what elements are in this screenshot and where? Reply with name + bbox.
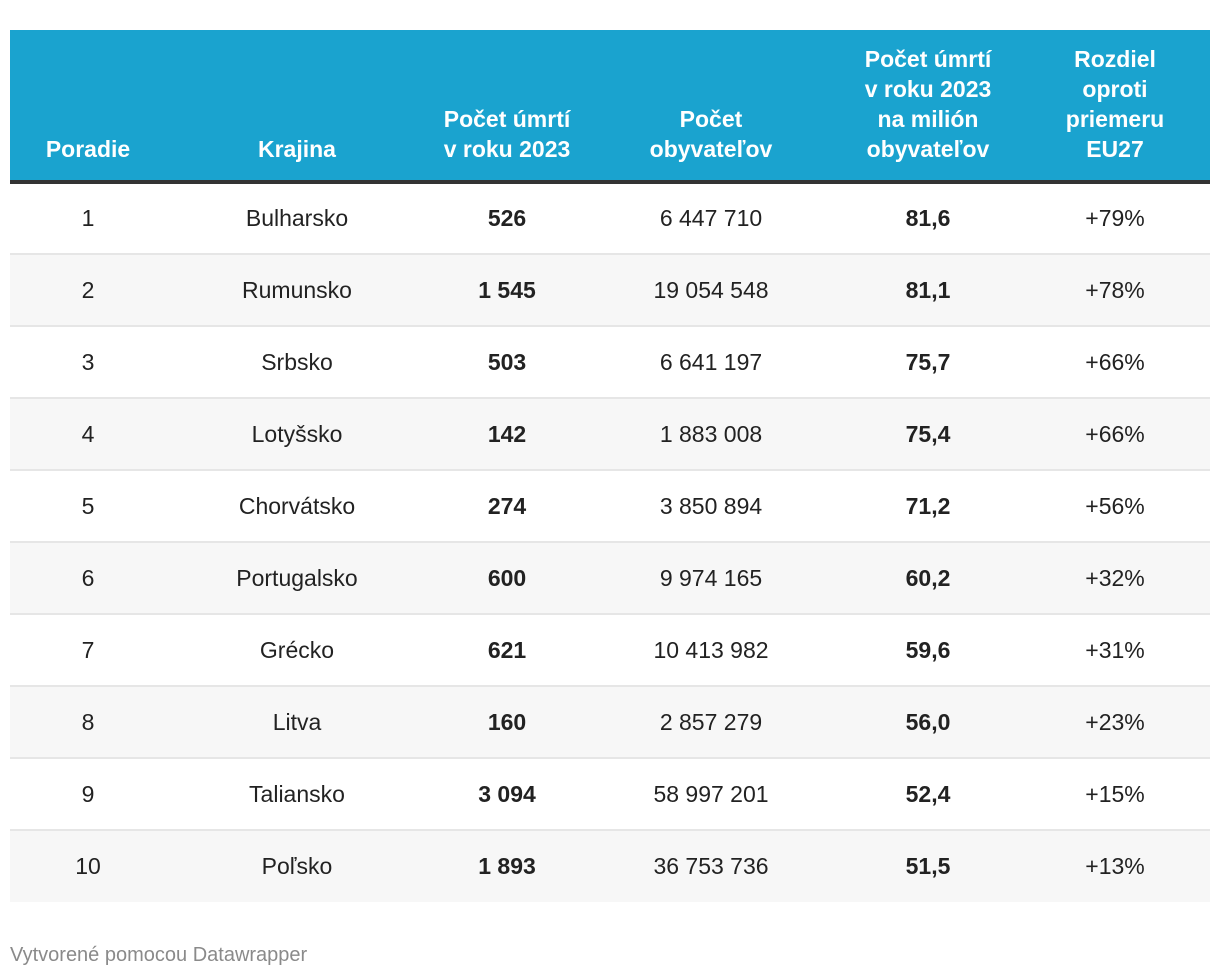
column-header-population[interactable]: Počet obyvateľov bbox=[586, 30, 836, 184]
data-table-container: Poradie Krajina Počet úmrtí v roku 2023 … bbox=[10, 30, 1210, 902]
cell-eu-difference: +23% bbox=[1020, 686, 1210, 759]
cell-country: Taliansko bbox=[166, 758, 428, 831]
cell-deaths-per-million: 56,0 bbox=[836, 686, 1020, 759]
ranking-table: Poradie Krajina Počet úmrtí v roku 2023 … bbox=[10, 30, 1210, 902]
cell-population: 36 753 736 bbox=[586, 830, 836, 902]
table-row: 9 Taliansko 3 094 58 997 201 52,4 +15% bbox=[10, 758, 1210, 831]
column-header-rank[interactable]: Poradie bbox=[10, 30, 166, 184]
cell-deaths: 503 bbox=[428, 326, 586, 399]
cell-deaths: 142 bbox=[428, 398, 586, 471]
cell-population: 2 857 279 bbox=[586, 686, 836, 759]
cell-eu-difference: +56% bbox=[1020, 470, 1210, 543]
cell-eu-difference: +66% bbox=[1020, 326, 1210, 399]
cell-deaths-per-million: 51,5 bbox=[836, 830, 1020, 902]
cell-population: 1 883 008 bbox=[586, 398, 836, 471]
cell-rank: 4 bbox=[10, 398, 166, 471]
table-row: 4 Lotyšsko 142 1 883 008 75,4 +66% bbox=[10, 398, 1210, 471]
cell-country: Bulharsko bbox=[166, 182, 428, 255]
cell-eu-difference: +15% bbox=[1020, 758, 1210, 831]
cell-deaths: 160 bbox=[428, 686, 586, 759]
cell-deaths-per-million: 75,7 bbox=[836, 326, 1020, 399]
column-header-eu-difference[interactable]: Rozdiel oproti priemeru EU27 bbox=[1020, 30, 1210, 184]
cell-deaths: 526 bbox=[428, 182, 586, 255]
cell-population: 6 447 710 bbox=[586, 182, 836, 255]
table-row: 6 Portugalsko 600 9 974 165 60,2 +32% bbox=[10, 542, 1210, 615]
cell-rank: 6 bbox=[10, 542, 166, 615]
cell-rank: 3 bbox=[10, 326, 166, 399]
table-row: 7 Grécko 621 10 413 982 59,6 +31% bbox=[10, 614, 1210, 687]
table-row: 2 Rumunsko 1 545 19 054 548 81,1 +78% bbox=[10, 254, 1210, 327]
cell-country: Litva bbox=[166, 686, 428, 759]
cell-eu-difference: +32% bbox=[1020, 542, 1210, 615]
cell-deaths: 1 545 bbox=[428, 254, 586, 327]
cell-eu-difference: +79% bbox=[1020, 182, 1210, 255]
column-header-rank-label: Poradie bbox=[45, 136, 131, 162]
table-body: 1 Bulharsko 526 6 447 710 81,6 +79% 2 Ru… bbox=[10, 182, 1210, 902]
cell-population: 10 413 982 bbox=[586, 614, 836, 687]
cell-rank: 7 bbox=[10, 614, 166, 687]
cell-deaths: 600 bbox=[428, 542, 586, 615]
cell-deaths-per-million: 60,2 bbox=[836, 542, 1020, 615]
cell-population: 19 054 548 bbox=[586, 254, 836, 327]
cell-deaths: 621 bbox=[428, 614, 586, 687]
cell-country: Lotyšsko bbox=[166, 398, 428, 471]
cell-population: 3 850 894 bbox=[586, 470, 836, 543]
cell-rank: 10 bbox=[10, 830, 166, 902]
cell-population: 6 641 197 bbox=[586, 326, 836, 399]
cell-country: Srbsko bbox=[166, 326, 428, 399]
cell-rank: 5 bbox=[10, 470, 166, 543]
table-header: Poradie Krajina Počet úmrtí v roku 2023 … bbox=[10, 30, 1210, 184]
column-header-country[interactable]: Krajina bbox=[166, 30, 428, 184]
cell-population: 58 997 201 bbox=[586, 758, 836, 831]
column-header-population-label: Počet obyvateľov bbox=[649, 106, 773, 162]
cell-rank: 9 bbox=[10, 758, 166, 831]
cell-rank: 2 bbox=[10, 254, 166, 327]
column-header-eu-difference-label: Rozdiel oproti priemeru EU27 bbox=[1065, 46, 1165, 162]
cell-country: Poľsko bbox=[166, 830, 428, 902]
cell-deaths: 1 893 bbox=[428, 830, 586, 902]
cell-deaths-per-million: 52,4 bbox=[836, 758, 1020, 831]
cell-eu-difference: +13% bbox=[1020, 830, 1210, 902]
table-row: 10 Poľsko 1 893 36 753 736 51,5 +13% bbox=[10, 830, 1210, 902]
cell-eu-difference: +31% bbox=[1020, 614, 1210, 687]
table-row: 1 Bulharsko 526 6 447 710 81,6 +79% bbox=[10, 182, 1210, 255]
column-header-country-label: Krajina bbox=[258, 136, 336, 162]
datawrapper-credit[interactable]: Vytvorené pomocou Datawrapper bbox=[10, 944, 308, 966]
cell-deaths-per-million: 59,6 bbox=[836, 614, 1020, 687]
cell-deaths-per-million: 81,6 bbox=[836, 182, 1020, 255]
column-header-deaths-per-million[interactable]: Počet úmrtí v roku 2023 na milión obyvat… bbox=[836, 30, 1020, 184]
cell-eu-difference: +66% bbox=[1020, 398, 1210, 471]
cell-deaths: 274 bbox=[428, 470, 586, 543]
header-row: Poradie Krajina Počet úmrtí v roku 2023 … bbox=[10, 30, 1210, 184]
cell-deaths-per-million: 71,2 bbox=[836, 470, 1020, 543]
cell-rank: 8 bbox=[10, 686, 166, 759]
cell-population: 9 974 165 bbox=[586, 542, 836, 615]
cell-deaths-per-million: 75,4 bbox=[836, 398, 1020, 471]
column-header-deaths-label: Počet úmrtí v roku 2023 bbox=[443, 106, 571, 162]
cell-country: Rumunsko bbox=[166, 254, 428, 327]
table-row: 8 Litva 160 2 857 279 56,0 +23% bbox=[10, 686, 1210, 759]
cell-country: Chorvátsko bbox=[166, 470, 428, 543]
cell-eu-difference: +78% bbox=[1020, 254, 1210, 327]
cell-deaths: 3 094 bbox=[428, 758, 586, 831]
cell-country: Grécko bbox=[166, 614, 428, 687]
table-row: 5 Chorvátsko 274 3 850 894 71,2 +56% bbox=[10, 470, 1210, 543]
table-row: 3 Srbsko 503 6 641 197 75,7 +66% bbox=[10, 326, 1210, 399]
cell-country: Portugalsko bbox=[166, 542, 428, 615]
column-header-deaths-per-million-label: Počet úmrtí v roku 2023 na milión obyvat… bbox=[864, 46, 992, 162]
cell-deaths-per-million: 81,1 bbox=[836, 254, 1020, 327]
column-header-deaths[interactable]: Počet úmrtí v roku 2023 bbox=[428, 30, 586, 184]
cell-rank: 1 bbox=[10, 182, 166, 255]
